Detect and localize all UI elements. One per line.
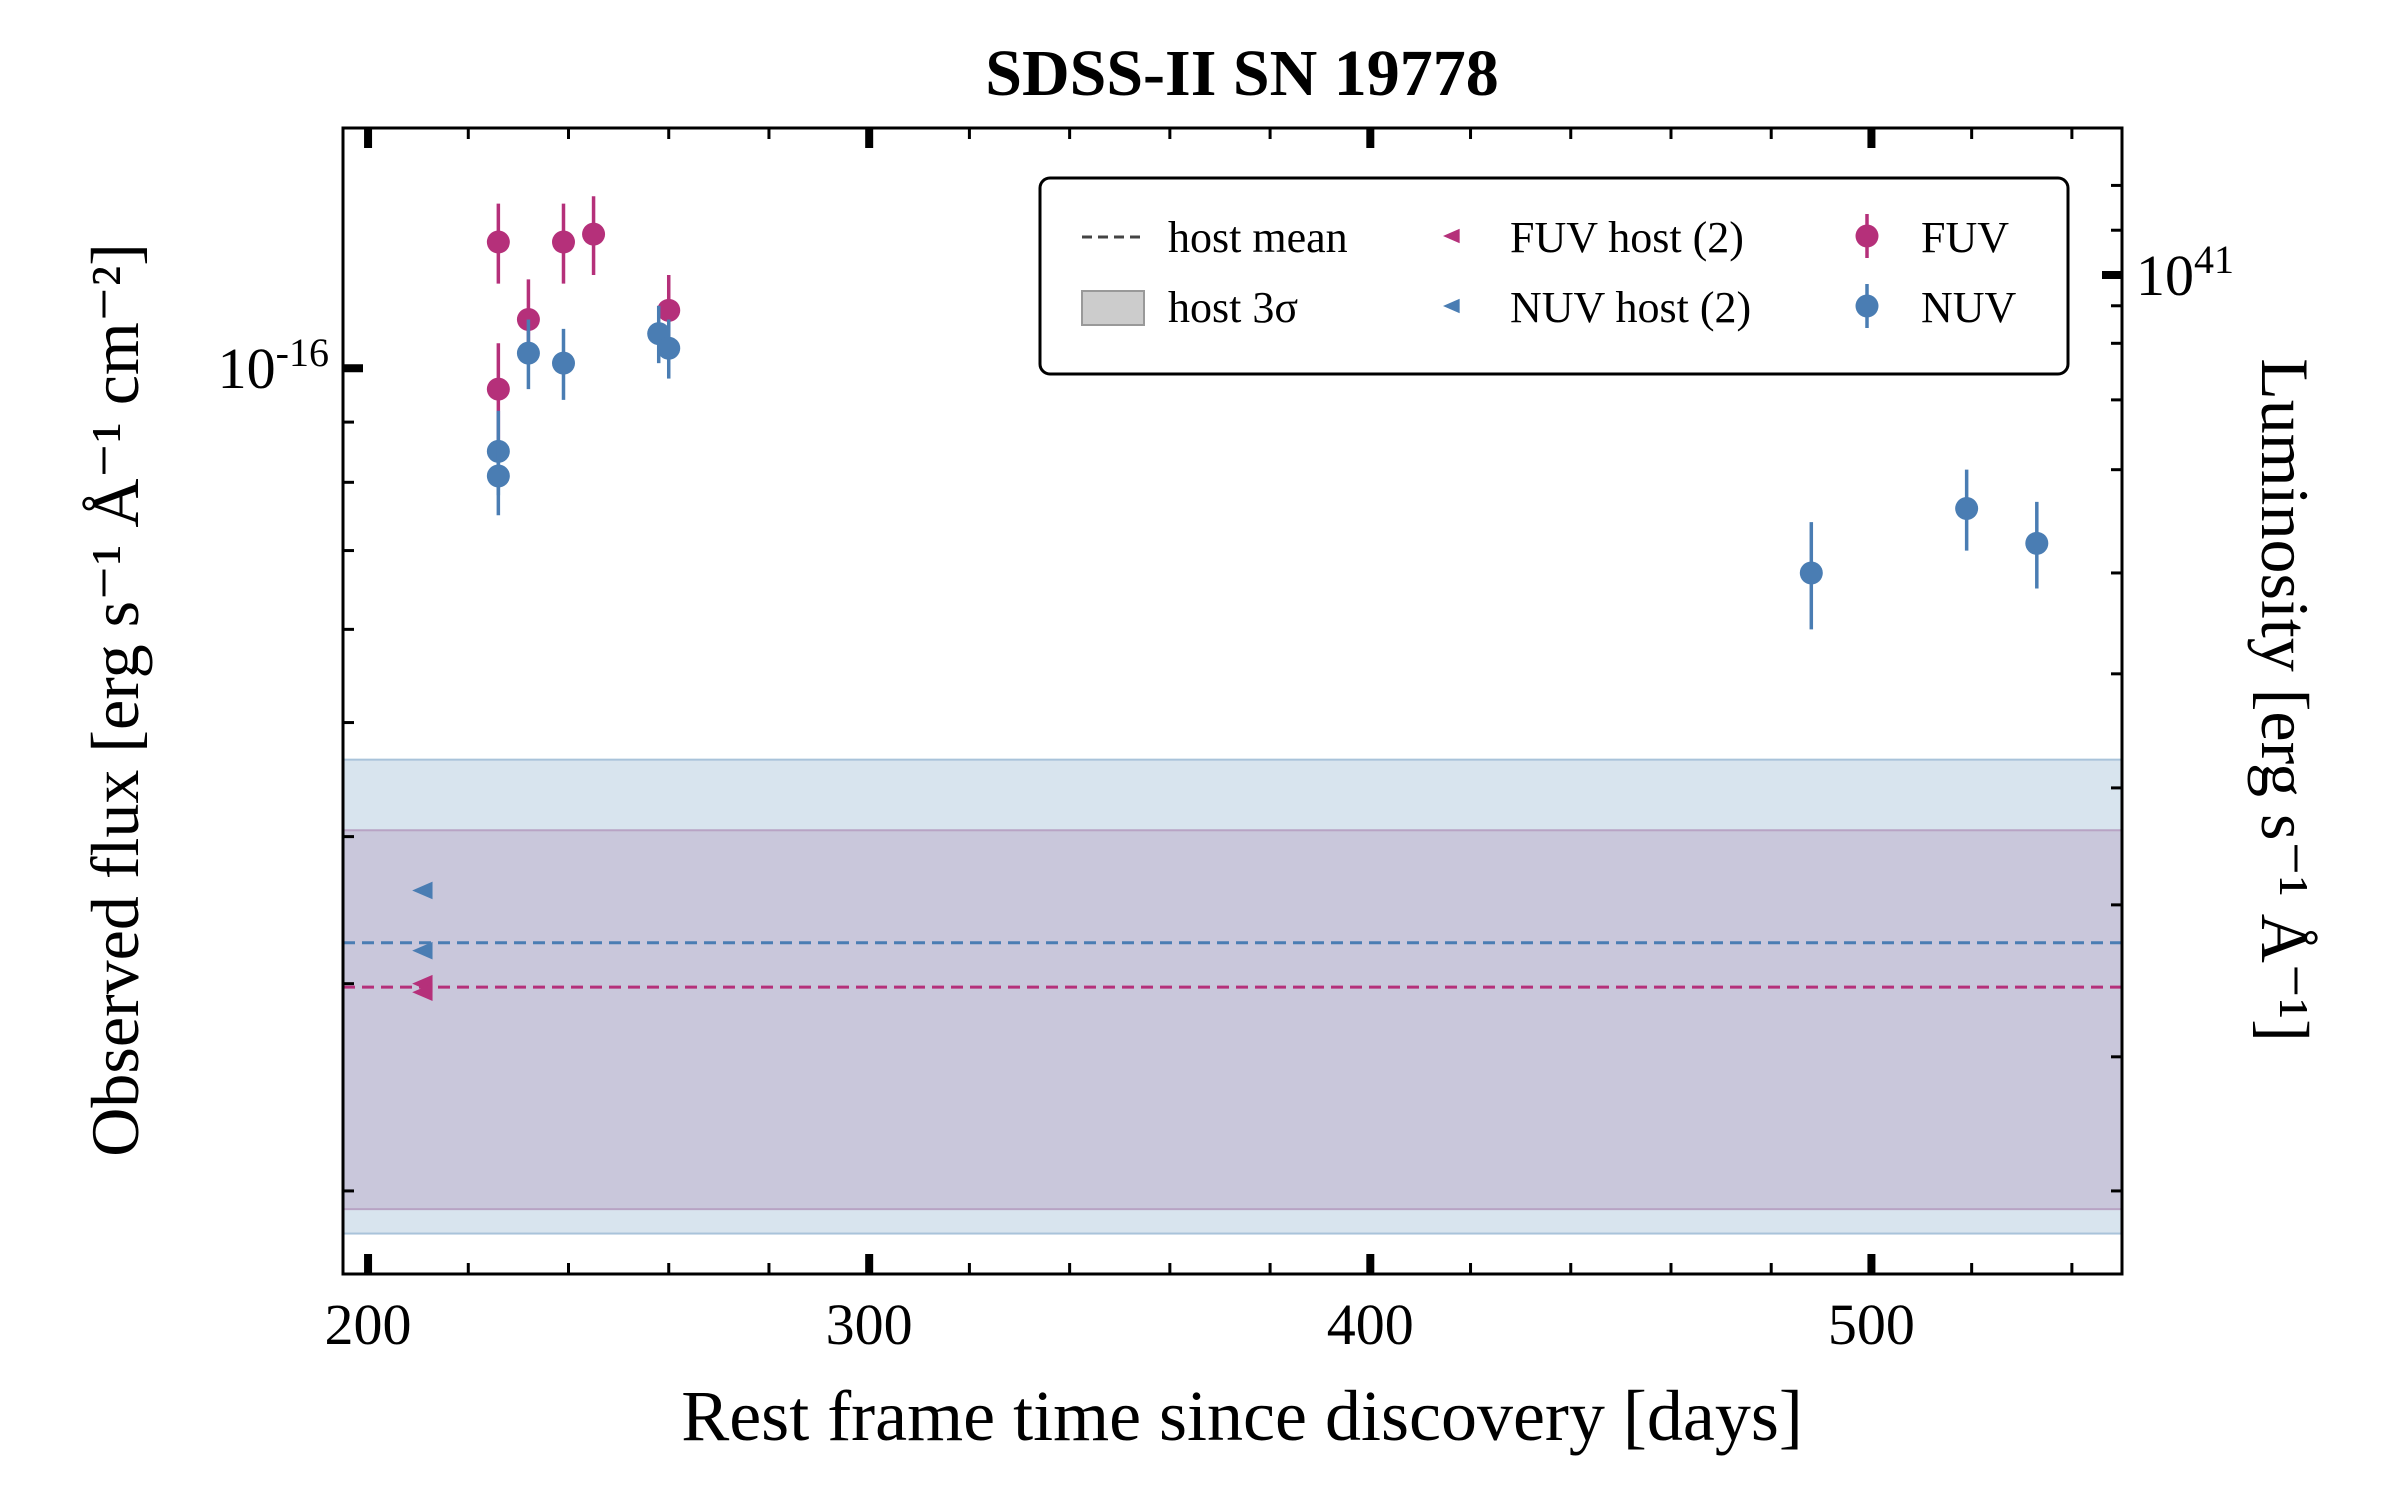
legend-entry: host 3σ: [1081, 283, 1298, 332]
legend-entry: NUV host (2): [1443, 283, 1751, 332]
legend-entry: host mean: [1082, 213, 1348, 262]
axes: 200 300 400 500 10-16 1041: [218, 126, 2234, 1357]
marker: [1955, 497, 1979, 521]
nuv-point: [1799, 522, 1823, 630]
nuv-point: [2025, 501, 2049, 589]
fuv-point: [582, 196, 606, 276]
host-limit-markers: [412, 881, 433, 1002]
x-tick-label: 300: [826, 1292, 913, 1357]
nuv-point: [657, 319, 681, 379]
plot-frame: [341, 126, 2124, 1276]
host-bands: [342, 758, 2123, 1235]
marker: [551, 230, 575, 254]
y-tick-label: 10-16: [218, 330, 329, 402]
nuv-point: [1955, 469, 1979, 551]
x-axis-label: Rest frame time since discovery [days]: [681, 1376, 1803, 1456]
fuv-point: [486, 203, 510, 284]
nuv-point: [551, 328, 575, 400]
legend-label: NUV host (2): [1510, 283, 1751, 332]
legend-entry: FUV: [1855, 213, 2009, 262]
host-band-nuv: [342, 758, 2123, 1235]
data-points: [486, 196, 2049, 630]
x-tick-label: 200: [325, 1292, 412, 1357]
host-limit-marker: [412, 983, 433, 1002]
y2-tick-label: 1041: [2136, 237, 2234, 309]
legend-swatch: [1443, 298, 1460, 314]
marker: [657, 298, 681, 322]
x-tick-label: 500: [1828, 1292, 1915, 1357]
host-mean-lines: [343, 941, 2122, 989]
nuv-point: [486, 439, 510, 516]
marker: [486, 464, 510, 488]
legend-label: host mean: [1168, 213, 1348, 262]
x-tick-label: 400: [1327, 1292, 1414, 1357]
marker: [582, 222, 606, 246]
host-limit-marker: [412, 881, 433, 900]
y2-axis-label: Luminosity [erg s⁻¹ Å⁻¹]: [2247, 358, 2323, 1042]
marker: [516, 341, 540, 365]
y-axis-label: Observed flux [erg s⁻¹ Å⁻¹ cm⁻²]: [77, 243, 153, 1156]
fuv-point: [551, 203, 575, 284]
marker: [657, 336, 681, 360]
marker: [551, 351, 575, 375]
marker: [1799, 561, 1823, 585]
legend-swatch: [1855, 224, 1879, 248]
legend: host mean host 3σ FUV host (2) NUV host (2)…: [1038, 176, 2070, 376]
nuv-point: [516, 319, 540, 390]
legend-label: host 3σ: [1168, 283, 1298, 332]
legend-entry: FUV host (2): [1443, 213, 1744, 262]
legend-swatch: [1081, 290, 1145, 326]
host-band-fuv: [342, 829, 2123, 1211]
legend-swatch: [1855, 294, 1879, 318]
legend-label: FUV host (2): [1510, 213, 1744, 262]
legend-label: FUV: [1921, 213, 2009, 262]
chart-title: SDSS-II SN 19778: [985, 37, 1499, 110]
legend-entry: NUV: [1855, 283, 2017, 332]
marker: [2025, 531, 2049, 555]
legend-label: NUV: [1921, 283, 2017, 332]
legend-swatch: [1443, 228, 1460, 244]
host-limit-marker: [412, 941, 433, 960]
legend-box: [1038, 176, 2070, 376]
marker: [486, 377, 510, 401]
marker: [486, 230, 510, 254]
